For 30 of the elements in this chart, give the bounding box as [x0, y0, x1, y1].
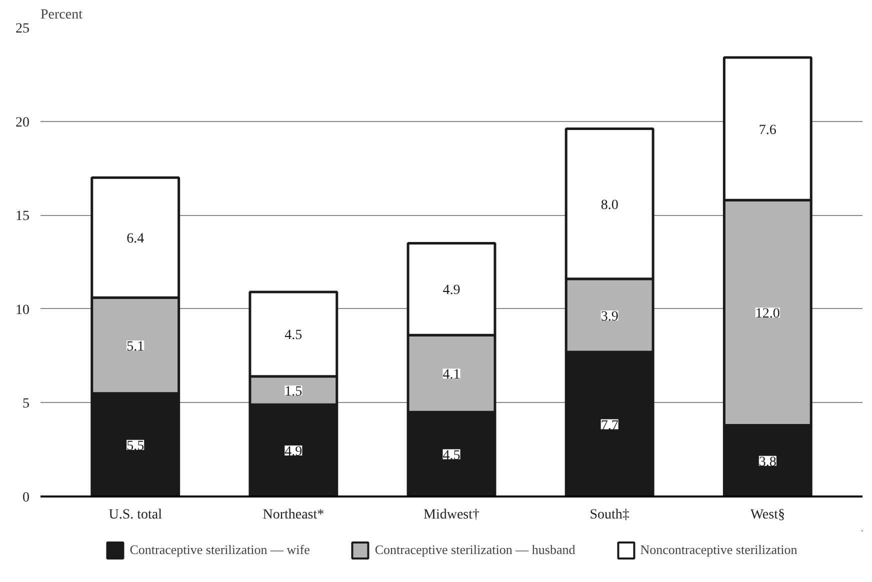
y-tick-label: 0 [22, 490, 30, 506]
x-tick-label: U.S. total [108, 508, 162, 522]
x-tick-label: Northeast* [262, 508, 324, 522]
data-label: 5.1 [126, 339, 144, 354]
data-label: 7.6 [758, 122, 776, 138]
y-tick-label: 5 [22, 396, 30, 412]
data-label: 8.0 [600, 198, 618, 213]
x-tick-label: South‡ [590, 508, 630, 522]
data-label: 12.0 [755, 306, 780, 322]
x-tick-label: Midwest† [424, 508, 480, 522]
data-label: 4.5 [284, 328, 302, 344]
data-label: 7.7 [600, 418, 618, 434]
data-label: 4.1 [442, 368, 460, 383]
legend-label: Contraceptive sterilization — husband [374, 542, 576, 558]
y-axis-title: Percent [40, 8, 83, 22]
data-label: 6.4 [126, 232, 144, 247]
data-label: 3.9 [600, 309, 618, 324]
data-label: 4.5 [442, 448, 460, 464]
data-label: 4.9 [284, 444, 302, 460]
data-label: 4.9 [442, 283, 460, 298]
y-tick-label: 25 [16, 22, 30, 36]
legend-label: Contraceptive sterilization — wife [130, 542, 310, 558]
y-tick-label: 15 [16, 209, 30, 224]
legend-label: Noncontraceptive sterilization [640, 542, 798, 558]
data-label: 1.5 [284, 384, 302, 400]
x-tick-label: West§ [750, 508, 785, 522]
data-label: 3.8 [758, 454, 776, 470]
y-tick-label: 20 [16, 115, 30, 130]
data-label: 5.5 [126, 438, 144, 454]
y-tick-label: 10 [16, 302, 30, 318]
